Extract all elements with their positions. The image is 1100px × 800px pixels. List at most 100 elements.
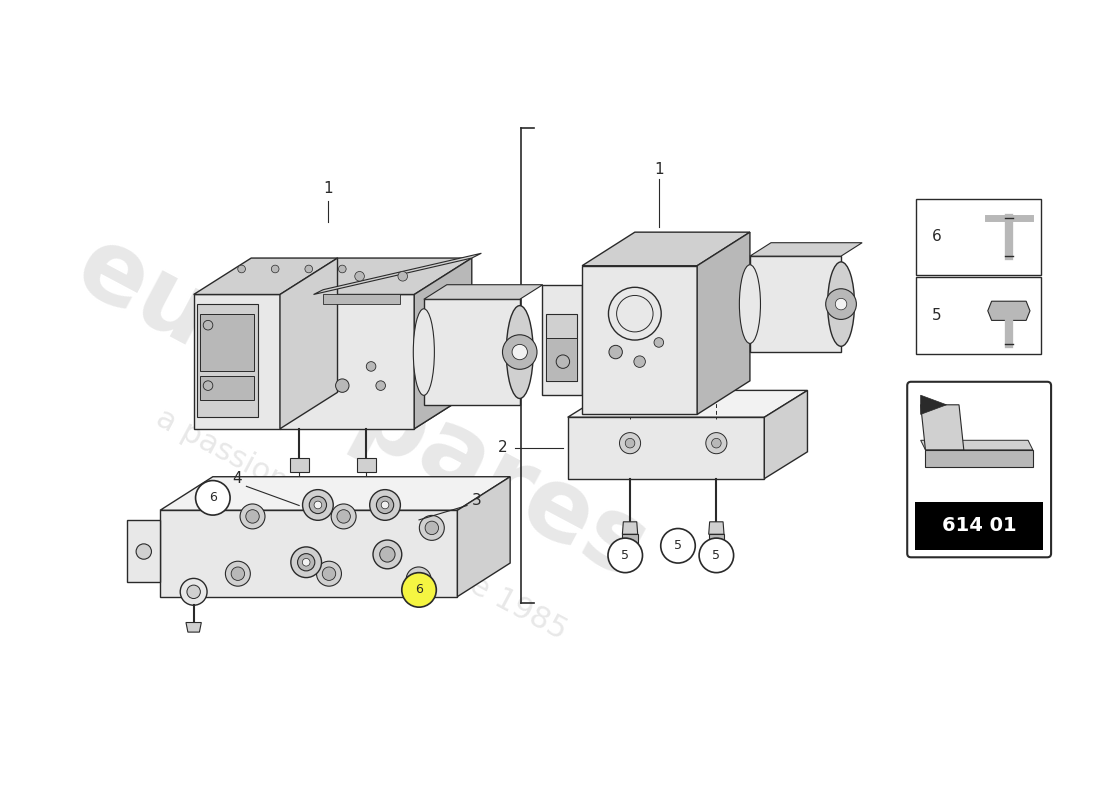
- Circle shape: [204, 320, 212, 330]
- FancyBboxPatch shape: [916, 278, 1041, 354]
- Text: a passion for parts since 1985: a passion for parts since 1985: [151, 404, 572, 646]
- Circle shape: [379, 546, 395, 562]
- Circle shape: [376, 381, 385, 390]
- Circle shape: [609, 346, 623, 358]
- Polygon shape: [280, 294, 415, 429]
- Polygon shape: [126, 520, 161, 582]
- Circle shape: [373, 540, 402, 569]
- Circle shape: [180, 578, 207, 606]
- Circle shape: [376, 496, 394, 514]
- Circle shape: [136, 544, 152, 559]
- Polygon shape: [546, 314, 578, 381]
- Circle shape: [317, 562, 341, 586]
- Circle shape: [305, 265, 312, 273]
- Circle shape: [272, 265, 279, 273]
- Circle shape: [339, 265, 346, 273]
- FancyBboxPatch shape: [915, 502, 1044, 550]
- Polygon shape: [708, 534, 724, 546]
- Circle shape: [712, 438, 722, 448]
- Circle shape: [398, 271, 407, 281]
- Polygon shape: [546, 338, 578, 381]
- Circle shape: [835, 298, 847, 310]
- Polygon shape: [424, 299, 519, 405]
- Circle shape: [322, 567, 335, 581]
- Polygon shape: [750, 256, 842, 352]
- Text: 5: 5: [674, 539, 682, 552]
- Text: 1: 1: [323, 182, 332, 197]
- Circle shape: [238, 265, 245, 273]
- Polygon shape: [708, 522, 724, 534]
- Circle shape: [706, 433, 727, 454]
- Text: 3: 3: [472, 494, 482, 508]
- Polygon shape: [289, 458, 309, 472]
- Ellipse shape: [414, 309, 435, 395]
- Polygon shape: [161, 510, 458, 597]
- Text: 6: 6: [932, 230, 942, 245]
- Circle shape: [700, 538, 734, 573]
- Circle shape: [619, 433, 640, 454]
- Circle shape: [226, 562, 251, 586]
- Circle shape: [557, 355, 570, 368]
- Circle shape: [382, 501, 389, 509]
- Polygon shape: [925, 450, 1033, 467]
- Circle shape: [187, 585, 200, 598]
- Ellipse shape: [506, 306, 534, 398]
- Polygon shape: [623, 534, 638, 546]
- Circle shape: [355, 271, 364, 281]
- Circle shape: [231, 567, 244, 581]
- Polygon shape: [568, 418, 764, 478]
- FancyBboxPatch shape: [908, 382, 1052, 558]
- Circle shape: [826, 289, 857, 319]
- Circle shape: [336, 379, 349, 392]
- Circle shape: [419, 515, 444, 540]
- Polygon shape: [568, 390, 807, 418]
- Polygon shape: [200, 314, 254, 371]
- Text: eurospares: eurospares: [59, 218, 663, 601]
- Polygon shape: [921, 440, 1033, 450]
- FancyBboxPatch shape: [916, 198, 1041, 275]
- Circle shape: [661, 529, 695, 563]
- Ellipse shape: [739, 265, 760, 343]
- Polygon shape: [764, 390, 807, 478]
- Polygon shape: [200, 376, 254, 400]
- Polygon shape: [697, 232, 750, 414]
- Polygon shape: [424, 285, 542, 299]
- Polygon shape: [582, 266, 697, 414]
- Text: 4: 4: [232, 471, 242, 486]
- Polygon shape: [542, 285, 582, 395]
- Circle shape: [370, 490, 400, 520]
- Circle shape: [402, 573, 437, 607]
- Circle shape: [337, 510, 351, 523]
- Circle shape: [309, 496, 327, 514]
- Text: 614 01: 614 01: [942, 516, 1016, 535]
- Circle shape: [608, 538, 642, 573]
- Circle shape: [513, 344, 527, 360]
- Polygon shape: [280, 392, 472, 429]
- Circle shape: [204, 381, 212, 390]
- Polygon shape: [280, 258, 338, 429]
- Circle shape: [366, 362, 376, 371]
- Polygon shape: [194, 258, 338, 294]
- Circle shape: [654, 338, 663, 347]
- Text: 5: 5: [621, 549, 629, 562]
- Circle shape: [503, 334, 537, 370]
- Polygon shape: [750, 242, 862, 256]
- Circle shape: [302, 490, 333, 520]
- Text: 5: 5: [713, 549, 721, 562]
- Polygon shape: [582, 232, 750, 266]
- Polygon shape: [356, 458, 376, 472]
- Circle shape: [425, 521, 439, 534]
- Polygon shape: [458, 477, 510, 597]
- Polygon shape: [415, 258, 472, 429]
- Polygon shape: [161, 477, 510, 510]
- Circle shape: [297, 554, 315, 571]
- Text: 5: 5: [932, 308, 942, 323]
- Polygon shape: [323, 294, 400, 304]
- Polygon shape: [186, 622, 201, 632]
- Circle shape: [331, 504, 356, 529]
- Circle shape: [625, 438, 635, 448]
- Polygon shape: [623, 522, 638, 534]
- Circle shape: [406, 567, 431, 592]
- Polygon shape: [314, 254, 482, 294]
- Polygon shape: [194, 294, 280, 429]
